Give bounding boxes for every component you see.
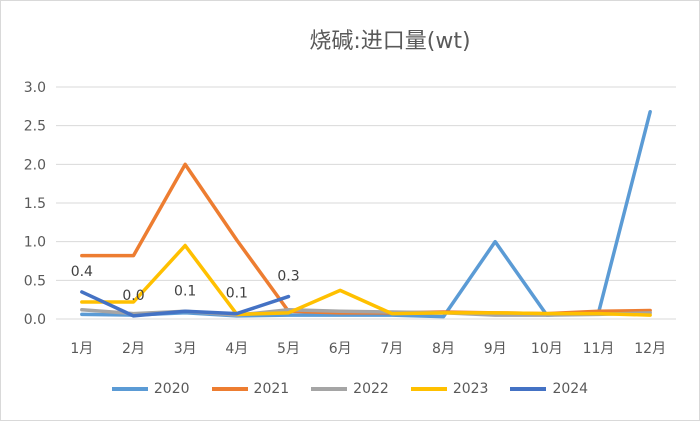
legend: 2020 2021 2022 2023 2024 xyxy=(1,381,699,397)
x-tick-label: 3月 xyxy=(174,341,197,357)
legend-swatch xyxy=(111,387,148,391)
y-tick-label: 2.0 xyxy=(24,157,46,173)
legend-item-2020: 2020 xyxy=(111,381,190,397)
legend-item-2022: 2022 xyxy=(311,381,389,397)
legend-label: 2024 xyxy=(552,381,589,397)
data-label: 0.1 xyxy=(226,286,248,302)
x-tick-label: 8月 xyxy=(432,341,455,357)
legend-item-2024: 2024 xyxy=(510,381,588,397)
x-tick-label: 10月 xyxy=(531,341,563,357)
legend-swatch xyxy=(211,387,248,391)
legend-label: 2020 xyxy=(153,381,190,397)
y-tick-label: 0.0 xyxy=(24,312,46,328)
chart-title: 烧碱:进口量(wt) xyxy=(309,29,471,54)
series-line-2023 xyxy=(80,243,652,317)
series-line-2024 xyxy=(80,290,291,318)
legend-item-2023: 2023 xyxy=(410,381,489,397)
legend-swatch xyxy=(510,387,547,391)
x-tick-label: 11月 xyxy=(583,341,615,357)
x-tick-label: 1月 xyxy=(70,341,93,357)
data-label: 0.1 xyxy=(174,283,196,299)
series-line-2021 xyxy=(80,162,652,316)
x-tick-label: 4月 xyxy=(225,341,248,357)
legend-swatch xyxy=(410,387,447,391)
x-tick-label: 5月 xyxy=(277,341,300,357)
x-tick-label: 12月 xyxy=(634,341,666,357)
data-label: 0.3 xyxy=(277,269,299,285)
y-tick-label: 2.5 xyxy=(24,119,46,135)
legend-label: 2021 xyxy=(253,381,290,397)
data-label: 0.4 xyxy=(71,264,93,280)
x-tick-label: 6月 xyxy=(329,341,352,357)
x-tick-label: 9月 xyxy=(484,341,507,357)
y-tick-label: 1.5 xyxy=(24,196,46,212)
series-line-2020 xyxy=(80,109,652,319)
legend-label: 2022 xyxy=(353,381,389,397)
legend-label: 2023 xyxy=(452,381,489,397)
y-tick-label: 0.5 xyxy=(24,273,46,289)
legend-swatch xyxy=(311,387,348,391)
y-tick-label: 1.0 xyxy=(24,235,46,251)
x-tick-label: 7月 xyxy=(380,341,403,357)
legend-item-2021: 2021 xyxy=(211,381,290,397)
data-label: 0.0 xyxy=(122,288,144,304)
x-tick-label: 2月 xyxy=(122,341,145,357)
y-tick-label: 3.0 xyxy=(24,80,46,96)
